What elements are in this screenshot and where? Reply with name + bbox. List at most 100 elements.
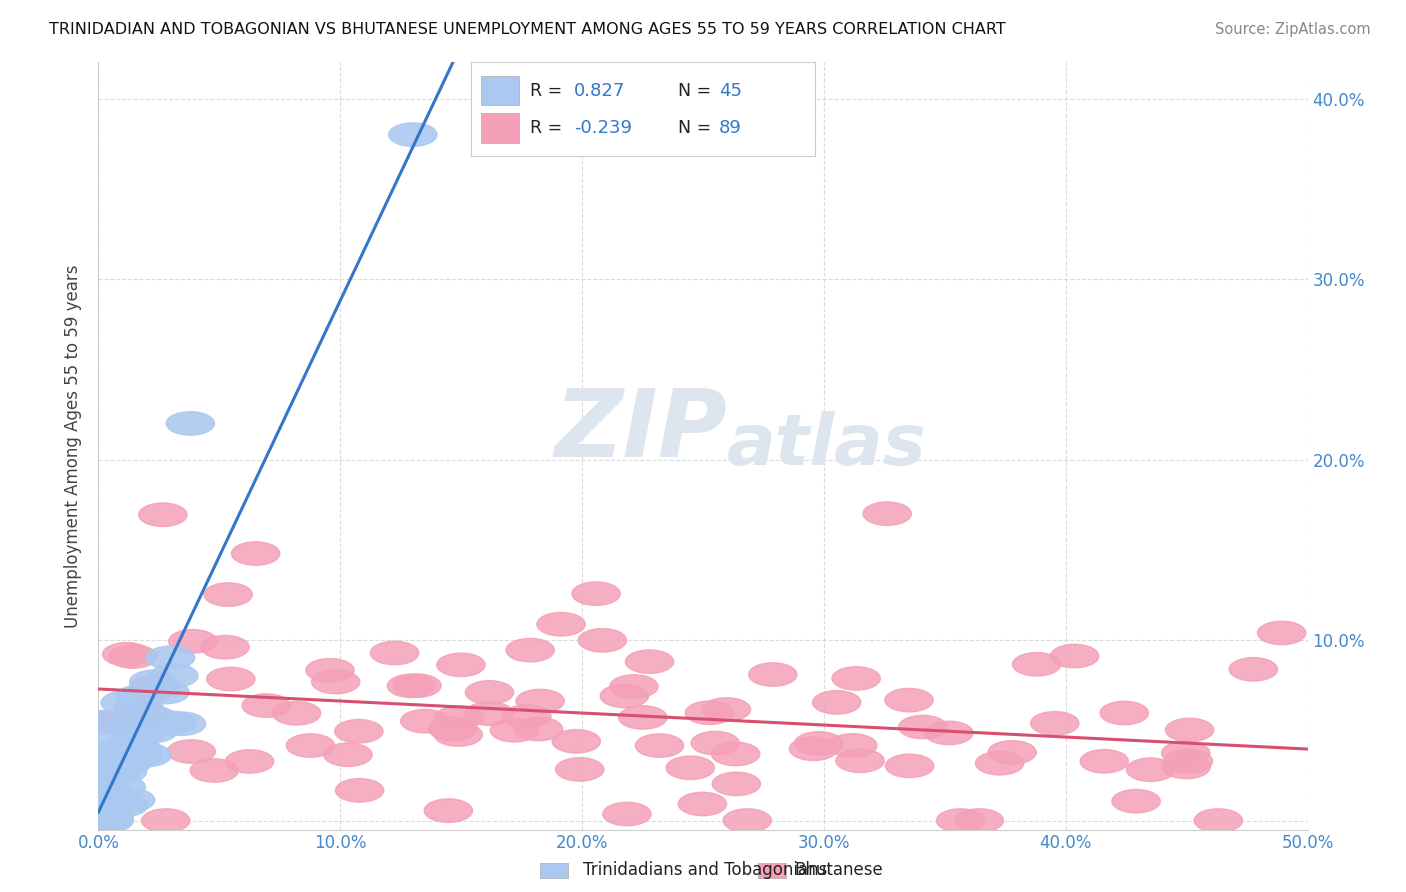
Ellipse shape [129,676,179,699]
Ellipse shape [103,642,150,666]
Ellipse shape [886,754,934,778]
Text: atlas: atlas [727,411,927,481]
Ellipse shape [114,719,162,743]
Ellipse shape [828,734,877,757]
Ellipse shape [516,690,564,713]
Ellipse shape [1229,657,1278,681]
Ellipse shape [1050,644,1099,668]
Ellipse shape [103,752,150,775]
Ellipse shape [169,630,217,653]
Ellipse shape [336,779,384,802]
Ellipse shape [101,691,149,714]
Text: Source: ZipAtlas.com: Source: ZipAtlas.com [1215,22,1371,37]
Ellipse shape [685,701,734,724]
Ellipse shape [1099,701,1149,724]
Ellipse shape [166,412,215,435]
Text: R =: R = [530,81,562,100]
Ellipse shape [666,756,714,780]
Ellipse shape [619,706,666,729]
FancyBboxPatch shape [481,76,519,105]
Ellipse shape [112,738,162,761]
Ellipse shape [157,712,205,736]
Ellipse shape [1161,741,1211,764]
Text: 45: 45 [718,81,742,100]
Ellipse shape [76,710,124,734]
Ellipse shape [1164,749,1212,772]
Ellipse shape [988,740,1036,764]
Ellipse shape [832,666,880,690]
Ellipse shape [884,689,934,712]
Ellipse shape [146,646,194,670]
Ellipse shape [273,701,321,725]
Ellipse shape [503,705,551,728]
Ellipse shape [401,709,449,733]
Ellipse shape [600,684,648,707]
Ellipse shape [225,749,274,773]
Ellipse shape [936,809,984,832]
Ellipse shape [108,645,157,668]
Ellipse shape [204,582,252,607]
Ellipse shape [1166,718,1213,742]
Ellipse shape [425,799,472,822]
Ellipse shape [91,793,139,816]
Ellipse shape [387,674,436,698]
Text: -0.239: -0.239 [575,119,633,137]
Ellipse shape [232,541,280,566]
Ellipse shape [93,755,142,778]
Ellipse shape [93,756,141,779]
Ellipse shape [77,731,125,755]
Ellipse shape [506,639,554,662]
Ellipse shape [110,713,159,736]
Ellipse shape [955,809,1004,832]
Ellipse shape [898,715,948,739]
Ellipse shape [79,772,128,796]
Ellipse shape [190,759,239,782]
Ellipse shape [370,641,419,665]
Ellipse shape [114,695,163,719]
Ellipse shape [94,753,143,776]
Ellipse shape [572,582,620,606]
Ellipse shape [242,694,291,717]
Ellipse shape [723,809,772,832]
Ellipse shape [465,681,513,704]
Ellipse shape [107,789,155,812]
Ellipse shape [794,731,842,756]
Ellipse shape [148,711,195,734]
Ellipse shape [465,702,513,725]
Text: N =: N = [678,81,711,100]
Ellipse shape [437,653,485,676]
Ellipse shape [110,722,159,746]
Ellipse shape [515,717,562,740]
Ellipse shape [93,756,142,780]
Ellipse shape [690,731,740,755]
Ellipse shape [121,703,169,726]
Ellipse shape [323,743,373,766]
Ellipse shape [97,775,145,799]
Text: 0.827: 0.827 [575,81,626,100]
FancyBboxPatch shape [758,863,786,879]
Ellipse shape [578,629,627,652]
Ellipse shape [626,650,673,673]
Ellipse shape [925,722,973,745]
Ellipse shape [89,711,136,734]
Ellipse shape [335,720,382,743]
Ellipse shape [89,745,138,769]
Ellipse shape [1257,621,1306,645]
Ellipse shape [84,809,134,832]
Ellipse shape [1080,749,1129,773]
Ellipse shape [139,503,187,526]
Ellipse shape [392,674,441,698]
Ellipse shape [429,717,477,740]
Ellipse shape [748,663,797,686]
Ellipse shape [98,752,146,775]
Ellipse shape [610,674,658,698]
Ellipse shape [87,790,135,814]
Ellipse shape [167,739,215,764]
Ellipse shape [111,706,159,730]
Ellipse shape [1031,712,1078,735]
Ellipse shape [678,792,727,815]
Ellipse shape [86,756,135,780]
Ellipse shape [100,793,148,817]
Ellipse shape [1126,758,1175,781]
Y-axis label: Unemployment Among Ages 55 to 59 years: Unemployment Among Ages 55 to 59 years [65,264,83,628]
